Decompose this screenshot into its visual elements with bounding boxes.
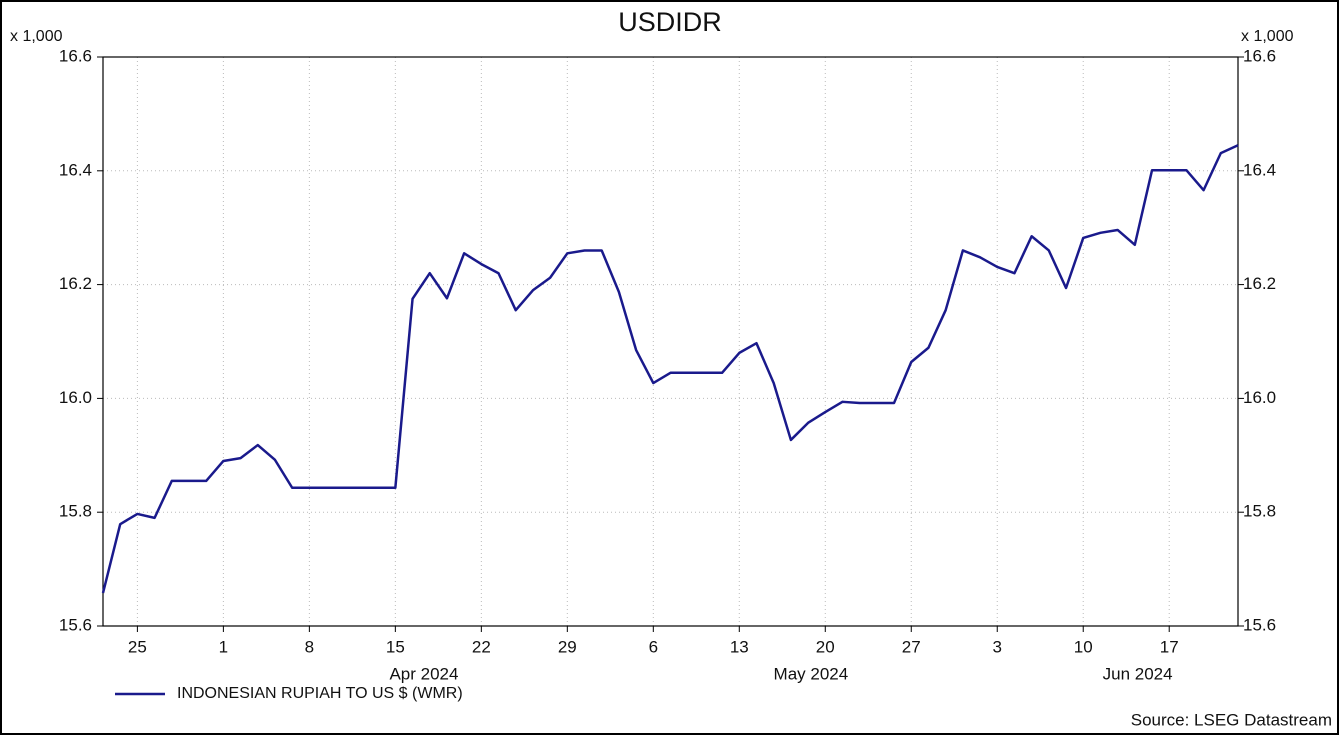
x-tick-label: 3 <box>993 637 1002 656</box>
x-month-label: May 2024 <box>774 664 849 683</box>
y-multiplier-label: x 1,000 <box>10 28 63 45</box>
y2-multiplier-label: x 1,000 <box>1241 28 1294 45</box>
x-tick-label: 10 <box>1074 637 1093 656</box>
source: Source: LSEG Datastream <box>1131 710 1332 729</box>
y-tick-label: 16.6 <box>59 46 92 65</box>
x-tick-label: 6 <box>649 637 658 656</box>
y-tick-label: 16.0 <box>59 388 92 407</box>
chart-title: USDIDR <box>618 7 722 37</box>
y-tick-label: 16.2 <box>59 274 92 293</box>
y2-tick-label: 16.6 <box>1243 46 1276 65</box>
x-tick-label: 1 <box>219 637 228 656</box>
y-tick-label: 15.8 <box>59 502 92 521</box>
x-month-label: Jun 2024 <box>1103 664 1173 683</box>
x-tick-label: 15 <box>386 637 405 656</box>
y2-tick-label: 16.2 <box>1243 274 1276 293</box>
x-tick-label: 27 <box>902 637 921 656</box>
x-month-label: Apr 2024 <box>389 664 458 683</box>
x-tick-label: 25 <box>128 637 147 656</box>
legend-label: INDONESIAN RUPIAH TO US $ (WMR) <box>177 685 463 702</box>
x-tick-label: 20 <box>816 637 835 656</box>
x-tick-label: 17 <box>1160 637 1179 656</box>
y-tick-label: 15.6 <box>59 615 92 634</box>
y2-tick-label: 16.4 <box>1243 160 1276 179</box>
x-tick-label: 8 <box>305 637 314 656</box>
x-tick-label: 29 <box>558 637 577 656</box>
x-tick-label: 22 <box>472 637 491 656</box>
plot-frame <box>102 56 1239 627</box>
series-line <box>101 144 1239 594</box>
y2-tick-label: 16.0 <box>1243 388 1276 407</box>
y2-tick-label: 15.6 <box>1243 615 1276 634</box>
x-tick-label: 13 <box>730 637 749 656</box>
y2-tick-label: 15.8 <box>1243 502 1276 521</box>
y-tick-label: 16.4 <box>59 160 92 179</box>
